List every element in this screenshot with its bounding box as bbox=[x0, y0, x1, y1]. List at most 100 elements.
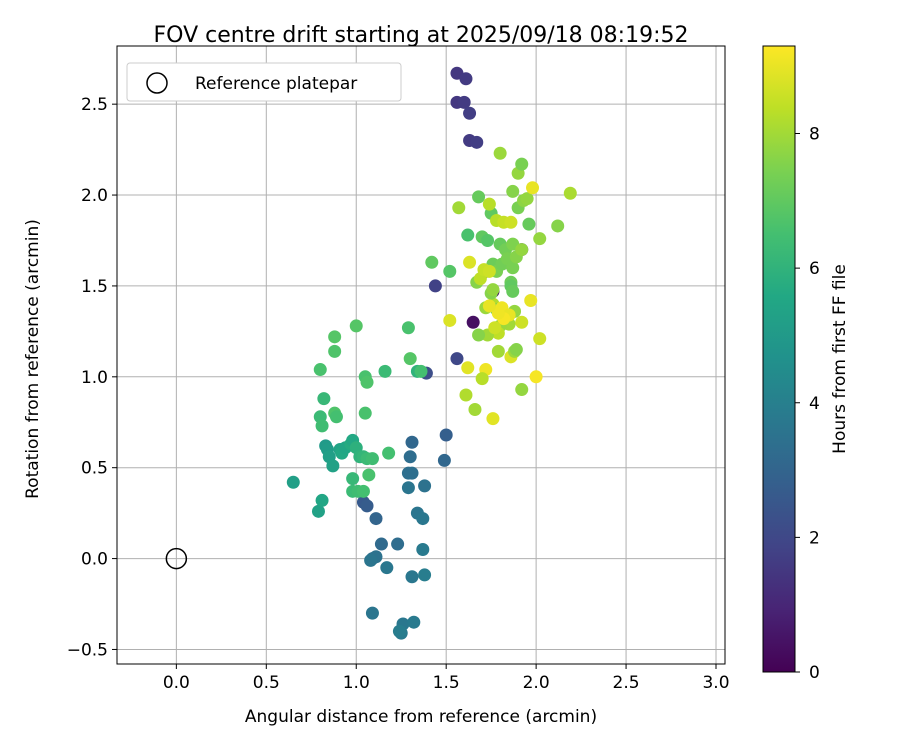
data-point bbox=[443, 313, 457, 327]
legend-label: Reference platepar bbox=[195, 74, 357, 94]
data-point bbox=[482, 264, 496, 278]
data-point bbox=[349, 319, 363, 333]
chart-title: FOV centre drift starting at 2025/09/18 … bbox=[154, 23, 689, 48]
data-point bbox=[418, 568, 432, 582]
data-point bbox=[533, 232, 547, 246]
data-point bbox=[356, 484, 370, 498]
colorbar-tick-label: 2 bbox=[809, 528, 820, 548]
y-axis-ticks: −0.5 0.0 0.5 1.0 1.5 2.0 2.5 bbox=[67, 95, 117, 660]
data-point bbox=[360, 499, 374, 513]
data-point bbox=[486, 283, 500, 297]
data-point bbox=[328, 344, 342, 358]
data-point bbox=[481, 233, 495, 247]
data-point bbox=[416, 542, 430, 556]
x-axis-ticks: 0.0 0.5 1.0 1.5 2.0 2.5 3.0 bbox=[163, 664, 730, 693]
data-point bbox=[401, 321, 415, 335]
x-tick-label: 0.5 bbox=[253, 673, 280, 693]
data-point bbox=[459, 388, 473, 402]
data-point bbox=[428, 279, 442, 293]
data-point bbox=[414, 364, 428, 378]
data-point bbox=[317, 392, 331, 406]
data-point bbox=[374, 537, 388, 551]
data-point bbox=[524, 293, 538, 307]
data-point bbox=[475, 372, 489, 386]
data-point bbox=[515, 383, 529, 397]
colorbar-ticks: 0 2 4 6 8 bbox=[795, 125, 820, 683]
legend: Reference platepar bbox=[126, 62, 402, 102]
x-axis-label: Angular distance from reference (arcmin) bbox=[245, 707, 597, 727]
data-point bbox=[533, 332, 547, 346]
data-point bbox=[488, 321, 502, 335]
data-point bbox=[392, 624, 406, 638]
data-point bbox=[470, 135, 484, 149]
data-point bbox=[563, 186, 577, 200]
data-point bbox=[506, 184, 520, 198]
x-tick-label: 2.0 bbox=[523, 673, 550, 693]
data-point bbox=[526, 181, 540, 195]
colorbar-label: Hours from first FF file bbox=[830, 264, 850, 454]
colorbar: 0 2 4 6 8 Hours from first FF file bbox=[762, 45, 850, 683]
data-point bbox=[416, 512, 430, 526]
data-point bbox=[418, 479, 432, 493]
data-point bbox=[365, 606, 379, 620]
data-point bbox=[329, 410, 343, 424]
data-points bbox=[286, 66, 577, 640]
data-point bbox=[405, 466, 419, 480]
data-point bbox=[551, 219, 565, 233]
data-point bbox=[365, 452, 379, 466]
data-point bbox=[520, 192, 534, 206]
data-point bbox=[461, 361, 475, 375]
data-point bbox=[529, 370, 543, 384]
data-point bbox=[450, 352, 464, 366]
y-tick-label: 2.5 bbox=[81, 95, 108, 115]
data-point bbox=[391, 537, 405, 551]
data-point bbox=[425, 255, 439, 269]
x-tick-label: 1.0 bbox=[343, 673, 370, 693]
data-point bbox=[522, 217, 536, 231]
data-point bbox=[286, 475, 300, 489]
reference-marker bbox=[165, 547, 188, 570]
data-point bbox=[360, 375, 374, 389]
grid-lines bbox=[117, 46, 725, 664]
data-point bbox=[378, 364, 392, 378]
y-tick-label: 1.0 bbox=[81, 368, 108, 388]
data-point bbox=[403, 450, 417, 464]
x-tick-label: 1.5 bbox=[433, 673, 460, 693]
data-point bbox=[509, 343, 523, 357]
data-point bbox=[457, 95, 471, 109]
data-point bbox=[362, 468, 376, 482]
data-point bbox=[504, 215, 518, 229]
data-point bbox=[369, 512, 383, 526]
y-axis-label: Rotation from reference (arcmin) bbox=[23, 219, 43, 499]
x-tick-label: 3.0 bbox=[702, 673, 729, 693]
colorbar-tick-label: 0 bbox=[809, 663, 820, 683]
x-tick-label: 0.0 bbox=[163, 673, 190, 693]
data-point bbox=[443, 264, 457, 278]
data-point bbox=[468, 403, 482, 417]
data-point bbox=[315, 419, 329, 433]
data-point bbox=[358, 406, 372, 420]
data-point bbox=[315, 493, 329, 507]
data-point bbox=[491, 344, 505, 358]
data-point bbox=[466, 315, 480, 329]
y-tick-label: 0.5 bbox=[81, 459, 108, 479]
data-point bbox=[515, 315, 529, 329]
data-point bbox=[313, 363, 327, 377]
data-point bbox=[311, 504, 325, 518]
data-point bbox=[405, 435, 419, 449]
data-point bbox=[401, 481, 415, 495]
data-point bbox=[515, 243, 529, 257]
data-point bbox=[405, 570, 419, 584]
data-point bbox=[493, 146, 507, 160]
data-point bbox=[463, 106, 477, 120]
data-point bbox=[463, 255, 477, 269]
data-point bbox=[328, 330, 342, 344]
data-point bbox=[380, 561, 394, 575]
data-point bbox=[472, 190, 486, 204]
data-point bbox=[472, 328, 486, 342]
colorbar-tick-label: 6 bbox=[809, 259, 820, 279]
data-point bbox=[326, 459, 340, 473]
y-tick-label: 1.5 bbox=[81, 277, 108, 297]
y-tick-label: 2.0 bbox=[81, 186, 108, 206]
